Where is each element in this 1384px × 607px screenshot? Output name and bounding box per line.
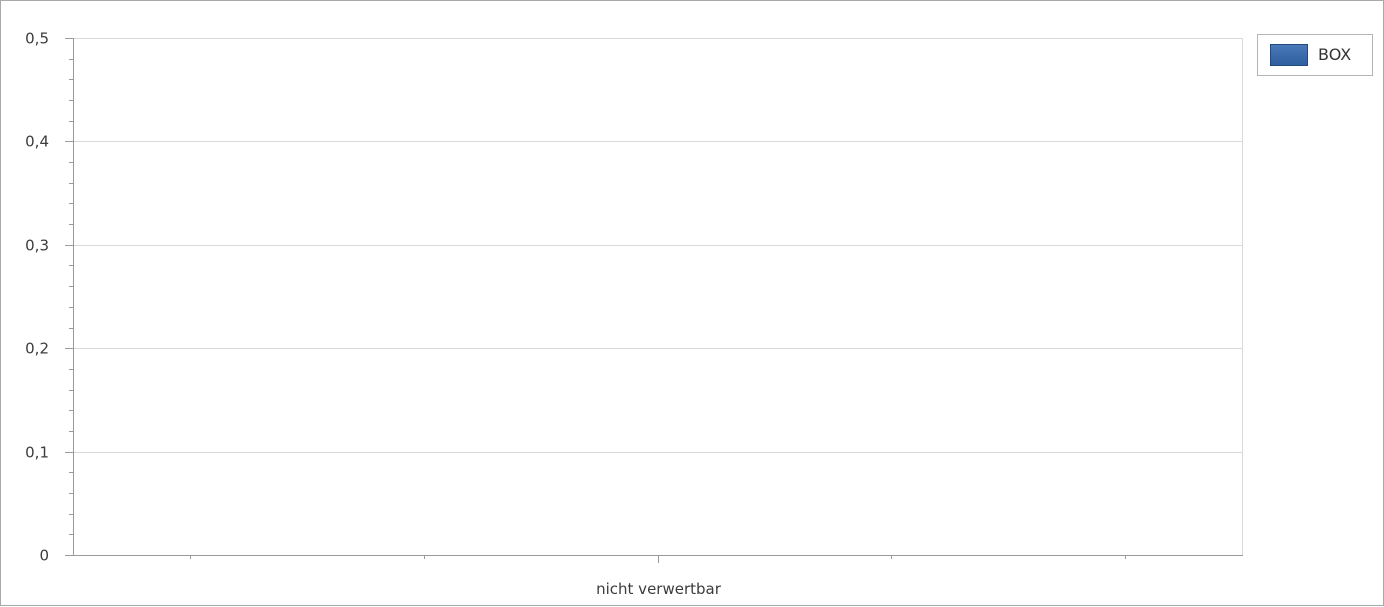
legend-label-box: BOX [1318,45,1352,64]
y-tick-label: 0,4 [25,133,49,151]
legend: BOX [1257,34,1373,76]
y-tick-label: 0,1 [25,444,49,462]
y-tick-label: 0,5 [25,30,49,48]
y-tick-label: 0 [39,547,49,565]
y-tick-label: 0,3 [25,237,49,255]
x-tick-label: nicht verwertbar [596,580,722,598]
y-tick-label: 0,2 [25,340,49,358]
legend-swatch-box [1270,44,1308,66]
